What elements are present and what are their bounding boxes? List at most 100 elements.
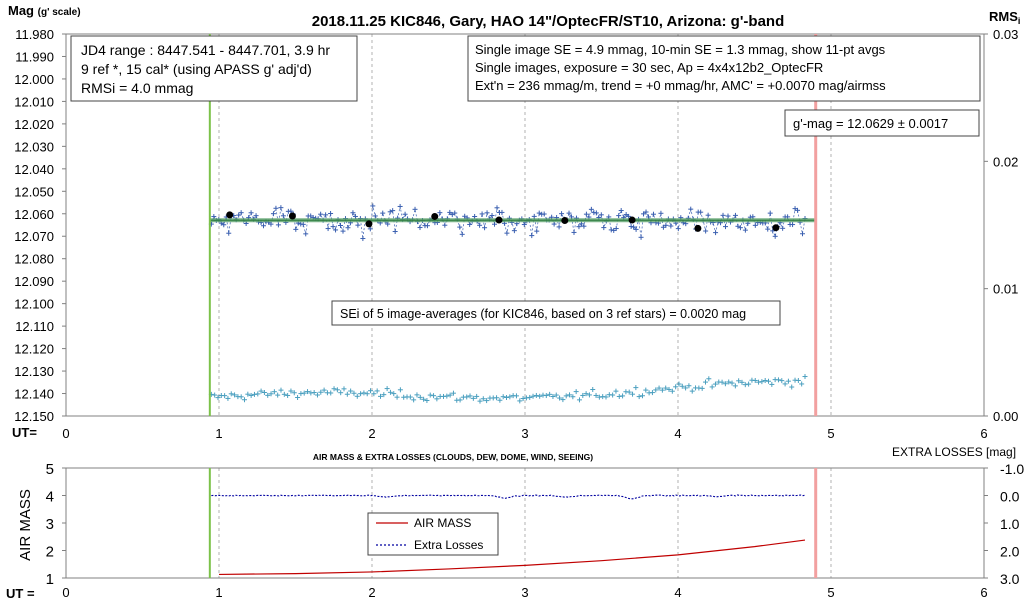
y-tick-label: 12.010 [14, 94, 54, 109]
single-point [345, 225, 351, 231]
rms-point [795, 377, 801, 383]
single-point [300, 221, 306, 227]
single-point [273, 205, 279, 211]
single-point [598, 212, 604, 218]
rms-point [752, 377, 758, 383]
x-tick-label: 0 [62, 426, 69, 441]
single-point [534, 228, 540, 234]
bottom-x-axis: 0 1 2 3 4 5 6 [62, 585, 987, 600]
rms-point [374, 388, 380, 394]
rms-point [759, 379, 765, 385]
single-point [576, 224, 582, 230]
rms-point [507, 394, 513, 400]
rms-point [683, 385, 689, 391]
single-point [278, 205, 284, 211]
single-point [221, 222, 227, 228]
single-point [581, 223, 587, 229]
rms-point [613, 388, 619, 394]
y-tick-label: 12.030 [14, 139, 54, 154]
y-tick-label: 2 [46, 544, 54, 561]
rms-point [709, 384, 715, 390]
rms-point [301, 390, 307, 396]
top-grid [65, 33, 985, 417]
single-point [675, 226, 681, 232]
single-point [588, 206, 594, 212]
rms-point [457, 397, 463, 403]
x-tick-label: 3 [521, 426, 528, 441]
single-point [583, 211, 589, 217]
rms-point [633, 385, 639, 391]
single-point [658, 210, 664, 216]
rms-point [504, 395, 510, 401]
rms-point [706, 376, 712, 382]
rms-point [331, 386, 337, 392]
rms-point [364, 391, 370, 397]
top-chart-title: 2018.11.25 KIC846, Gary, HAO 14"/OptecFR… [312, 13, 785, 30]
rms-point [397, 387, 403, 393]
single-point [688, 206, 694, 212]
rms-point [520, 396, 526, 402]
rms-point [212, 392, 218, 398]
y2-tick-label: 0.02 [993, 154, 1018, 169]
rms-point [275, 392, 281, 398]
rms-point [653, 387, 659, 393]
rms-point [576, 397, 582, 403]
rms-point [484, 398, 490, 404]
y-axis: 11.980 11.990 12.000 12.010 12.020 12.030 12.0… [14, 27, 66, 424]
rms-point [318, 389, 324, 395]
single-point [323, 212, 329, 218]
y2-tick-label: 0.01 [993, 282, 1018, 297]
y2-tick-label: 2.0 [1000, 544, 1020, 560]
average-point [628, 216, 636, 224]
single-point [725, 213, 731, 219]
single-point [390, 208, 396, 214]
rms-point [271, 389, 277, 395]
average-point [561, 217, 569, 225]
rms-point [782, 381, 788, 387]
y-tick-label: 12.140 [14, 387, 54, 402]
average-point [772, 224, 780, 232]
y-tick-label: 12.090 [14, 274, 54, 289]
rms-point [689, 388, 695, 394]
single-point [325, 226, 331, 232]
single-point [489, 213, 495, 219]
rms-point [593, 392, 599, 398]
x-axis: 0 1 2 3 4 5 6 [62, 426, 987, 441]
rms-point [411, 397, 417, 403]
bottom-session-lines [208, 468, 818, 578]
single-point [631, 224, 637, 230]
rms-point [802, 374, 808, 380]
single-point [772, 233, 778, 239]
rms-point [368, 388, 374, 394]
rms-point [789, 384, 795, 390]
rms-point [387, 389, 393, 395]
rms-point [255, 391, 261, 397]
air-mass-line [218, 539, 806, 576]
single-point [626, 213, 632, 219]
x-tick-label: 4 [674, 585, 681, 600]
single-point [790, 222, 796, 228]
single-point [484, 210, 490, 216]
single-point [650, 211, 656, 217]
single-point [437, 210, 443, 216]
rms-point [500, 394, 506, 400]
single-point [372, 213, 378, 219]
single-point [360, 236, 366, 242]
x-tick-label: 0 [62, 585, 69, 600]
rms-point [656, 385, 662, 391]
single-point [633, 226, 639, 232]
single-point [556, 224, 562, 230]
rms-point [421, 396, 427, 402]
single-point [765, 226, 771, 232]
single-point [447, 209, 453, 215]
single-point [628, 223, 634, 229]
single-point [742, 227, 748, 233]
single-point [492, 221, 498, 227]
rms-point [533, 392, 539, 398]
rms-point [265, 392, 271, 398]
single-point [352, 213, 358, 219]
single-point [340, 228, 346, 234]
bottom-y-axis: 5 4 3 2 1 [46, 461, 66, 588]
